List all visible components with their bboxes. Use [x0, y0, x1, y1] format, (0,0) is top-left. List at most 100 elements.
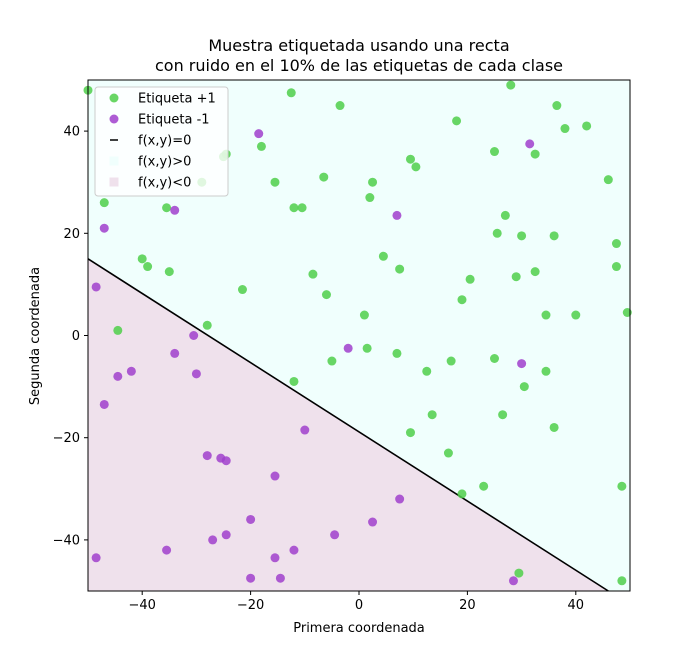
- point-positive: [519, 382, 529, 392]
- point-positive: [541, 366, 551, 376]
- point-positive: [443, 448, 453, 458]
- data-points: [83, 80, 632, 586]
- point-positive: [99, 198, 109, 208]
- point-negative: [221, 456, 231, 466]
- point-negative: [99, 223, 109, 233]
- legend-marker-region-negative: [109, 177, 119, 187]
- point-negative: [189, 331, 199, 340]
- legend-box: [94, 86, 229, 197]
- point-negative: [91, 282, 101, 292]
- x-tick-label: −20: [237, 598, 264, 613]
- point-positive: [452, 116, 462, 126]
- point-negative: [289, 545, 299, 555]
- point-positive: [465, 274, 475, 284]
- point-negative: [270, 553, 280, 563]
- point-negative: [221, 530, 231, 540]
- point-positive: [289, 203, 299, 213]
- point-positive: [143, 262, 153, 272]
- point-positive: [490, 147, 499, 157]
- point-positive: [164, 267, 174, 277]
- point-negative: [162, 545, 172, 555]
- point-negative: [330, 530, 340, 540]
- legend-label-line: f(x,y)=0: [138, 134, 191, 149]
- legend-marker-negative: [109, 114, 119, 124]
- point-positive: [446, 356, 456, 366]
- point-positive: [457, 295, 467, 305]
- point-positive: [378, 251, 388, 261]
- point-negative: [392, 210, 402, 220]
- x-tick-label: −40: [128, 598, 155, 613]
- point-negative: [170, 205, 180, 215]
- region-negative: [88, 258, 630, 591]
- point-positive: [368, 177, 378, 187]
- point-positive: [422, 366, 432, 376]
- point-positive: [549, 231, 559, 241]
- point-positive: [498, 410, 508, 420]
- point-positive: [289, 376, 299, 386]
- point-negative: [91, 553, 101, 563]
- point-positive: [319, 172, 329, 182]
- point-positive: [549, 422, 559, 432]
- point-positive: [286, 88, 296, 98]
- point-negative: [525, 139, 535, 149]
- point-positive: [411, 162, 421, 172]
- point-negative: [270, 471, 280, 481]
- point-positive: [603, 175, 613, 185]
- point-positive: [490, 353, 499, 363]
- point-positive: [530, 149, 540, 159]
- point-positive: [582, 121, 592, 131]
- y-tick-label: 0: [72, 329, 80, 344]
- point-positive: [517, 231, 527, 241]
- point-positive: [500, 210, 510, 220]
- point-positive: [335, 101, 345, 111]
- point-positive: [162, 203, 172, 213]
- point-negative: [191, 369, 201, 379]
- decision-line-path: [87, 258, 609, 592]
- point-positive: [611, 239, 621, 249]
- point-positive: [308, 269, 318, 279]
- point-positive: [297, 203, 307, 213]
- point-positive: [479, 481, 489, 491]
- x-axis-label: Primera coordenada: [293, 621, 425, 636]
- point-negative: [246, 514, 256, 524]
- point-negative: [368, 517, 378, 527]
- y-tick-label: −20: [53, 431, 80, 446]
- decision-line: [87, 258, 609, 592]
- y-tick-label: 40: [63, 125, 80, 140]
- point-positive: [327, 356, 337, 366]
- point-negative: [126, 366, 136, 376]
- chart-title-line-1: Muestra etiquetada usando una recta: [208, 36, 509, 55]
- y-tick-label: 20: [63, 227, 80, 242]
- point-positive: [202, 320, 212, 330]
- point-negative: [208, 535, 218, 545]
- point-positive: [359, 310, 369, 320]
- point-positive: [395, 264, 405, 274]
- point-negative: [517, 359, 527, 369]
- point-negative: [343, 343, 353, 353]
- point-negative: [170, 348, 180, 358]
- point-positive: [427, 410, 437, 420]
- point-positive: [362, 343, 372, 353]
- point-negative: [508, 576, 518, 586]
- y-tick-label: −40: [53, 533, 80, 548]
- point-positive: [506, 80, 516, 90]
- point-positive: [405, 428, 415, 438]
- point-negative: [254, 129, 264, 139]
- point-positive: [514, 568, 524, 578]
- x-tick-label: 0: [355, 598, 363, 613]
- point-positive: [237, 285, 247, 295]
- legend: Etiqueta +1 Etiqueta -1 f(x,y)=0 f(x,y)>…: [94, 86, 229, 197]
- point-positive: [113, 325, 123, 335]
- point-positive: [256, 141, 266, 151]
- legend-label-positive: Etiqueta +1: [138, 92, 216, 107]
- point-positive: [611, 262, 621, 272]
- point-negative: [300, 425, 310, 435]
- point-positive: [365, 193, 375, 203]
- x-tick-label: 20: [459, 598, 476, 613]
- legend-label-region-positive: f(x,y)>0: [138, 155, 191, 170]
- legend-label-region-negative: f(x,y)<0: [138, 176, 191, 191]
- point-negative: [395, 494, 405, 504]
- point-negative: [275, 573, 285, 583]
